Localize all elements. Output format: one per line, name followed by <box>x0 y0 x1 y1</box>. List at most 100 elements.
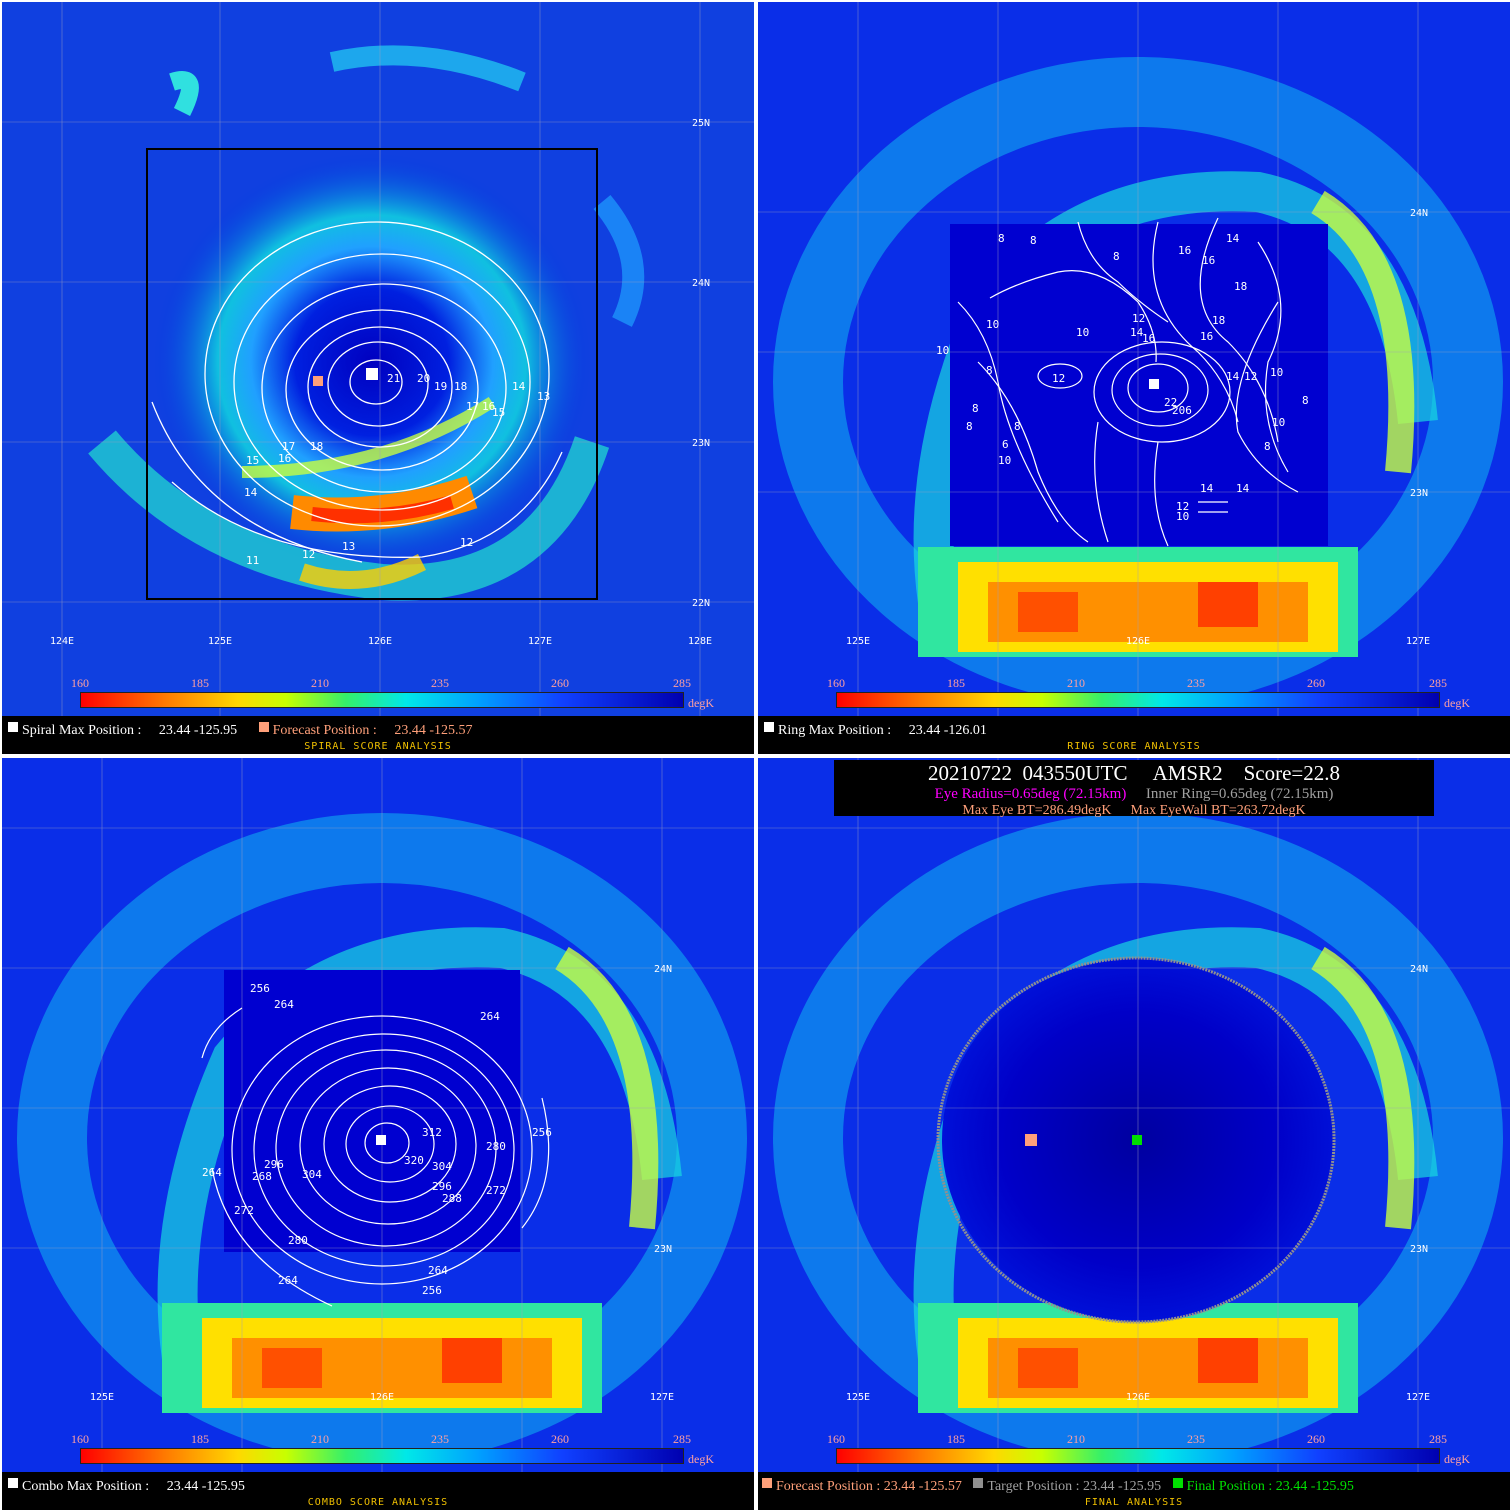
contour-label: 13 <box>537 390 550 403</box>
contour-label: 8 <box>1030 234 1037 247</box>
panel-subtitle: COMBO SCORE ANALYSIS <box>307 1497 449 1508</box>
contour-label: 18 <box>310 440 323 453</box>
lat-label: 23N <box>654 1244 672 1255</box>
lat-label: 24N <box>1410 964 1428 975</box>
contour-label: 264 <box>274 998 294 1011</box>
lon-label: 127E <box>650 1392 674 1403</box>
lon-label: 124E <box>50 636 74 647</box>
contour-label: 10 <box>998 454 1011 467</box>
contour-label: 10 <box>986 318 999 331</box>
contour-label: 304 <box>432 1160 452 1173</box>
colorbar-tick: 235 <box>1187 676 1205 690</box>
colorbar-tick: 235 <box>431 676 449 690</box>
contour-label: 18 <box>1212 314 1225 327</box>
combo-max-legend-icon <box>8 1478 18 1488</box>
contour-label: 6 <box>1002 438 1009 451</box>
contour-label: 206 <box>1172 404 1192 417</box>
ring-max-legend-icon <box>764 722 774 732</box>
colorbar-unit: degK <box>1444 1452 1470 1466</box>
forecast-position-label: Forecast Position : 23.44 -125.57 <box>776 1479 962 1494</box>
colorbar-ticks: 160 185 210 235 260 285 <box>2 676 754 690</box>
contour-label: 264 <box>480 1010 500 1023</box>
colorbar-tick: 160 <box>827 676 845 690</box>
lon-label: 127E <box>1406 636 1430 647</box>
colorbar-tick: 210 <box>1067 1432 1085 1446</box>
contour-label: 8 <box>966 420 973 433</box>
panel-subtitle: SPIRAL SCORE ANALYSIS <box>304 741 452 752</box>
contour-label: 20 <box>417 372 430 385</box>
contour-label: 16 <box>1142 332 1155 345</box>
colorbar <box>80 692 684 708</box>
colorbar-ticks: 160 185 210 235 260 285 <box>2 1432 754 1446</box>
contour-label: 12 <box>1052 372 1065 385</box>
colorbar <box>80 1448 684 1464</box>
ring-score-map: 8 8 8 16 14 16 10 18 10 12 18 10 16 14 1… <box>758 2 1510 716</box>
lat-label: 23N <box>1410 488 1428 499</box>
colorbar-tick: 160 <box>71 676 89 690</box>
colorbar-tick: 260 <box>1307 1432 1325 1446</box>
forecast-label: Forecast Position : <box>272 723 377 738</box>
contour-label: 14 <box>1226 370 1240 383</box>
contour-label: 8 <box>1113 250 1120 263</box>
contour-label: 14 <box>512 380 526 393</box>
combo-contours <box>201 1007 550 1307</box>
contour-label: 12 <box>1244 370 1257 383</box>
lon-label: 125E <box>90 1392 114 1403</box>
contour-label: 296 <box>264 1158 284 1171</box>
contour-label: 14 <box>1200 482 1214 495</box>
contour-label: 264 <box>202 1166 222 1179</box>
forecast-legend-icon <box>258 722 269 732</box>
colorbar-tick: 285 <box>1429 676 1447 690</box>
colorbar-tick: 285 <box>673 676 691 690</box>
colorbar-tick: 260 <box>551 1432 569 1446</box>
colorbar-ticks: 160 185 210 235 260 285 <box>758 676 1510 690</box>
final-footer: Forecast Position : 23.44 -125.57 Target… <box>758 1472 1510 1510</box>
inner-ring-circle <box>936 956 1336 1324</box>
panel-subtitle: FINAL ANALYSIS <box>1084 1497 1184 1508</box>
contour-label: 10 <box>1270 366 1283 379</box>
contour-label: 10 <box>1272 416 1285 429</box>
final-position-marker <box>1132 1135 1142 1145</box>
contour-label: 288 <box>442 1192 462 1205</box>
contour-label: 296 <box>432 1180 452 1193</box>
lon-label: 125E <box>846 1392 870 1403</box>
contour-label: 14 <box>1236 482 1250 495</box>
contour-label: 264 <box>278 1274 298 1287</box>
target-position-label: Target Position : 23.44 -125.95 <box>987 1479 1162 1494</box>
contour-label: 12 <box>1132 312 1145 325</box>
colorbar-tick: 160 <box>71 1432 89 1446</box>
contour-label: 18 <box>1234 280 1247 293</box>
final-legend-icon <box>1172 1478 1183 1488</box>
ring-score-panel: 8 8 8 16 14 16 10 18 10 12 18 10 16 14 1… <box>758 2 1510 754</box>
ring-max-value: 23.44 -126.01 <box>908 723 987 738</box>
contour-label: 13 <box>342 540 355 553</box>
colorbar-tick: 285 <box>673 1432 691 1446</box>
combo-score-map: 256 264 264 312 256 280 264 296 320 304 … <box>2 758 754 1472</box>
colorbar-tick: 260 <box>1307 676 1325 690</box>
contour-label: 8 <box>1264 440 1271 453</box>
colorbar-tick: 185 <box>947 676 965 690</box>
colorbar <box>836 692 1440 708</box>
contour-label: 14 <box>244 486 258 499</box>
lat-label: 24N <box>1410 208 1428 219</box>
max-eye-bt-text: Max Eye BT=286.49degK <box>962 803 1112 818</box>
contour-label: 8 <box>1302 394 1309 407</box>
spiral-max-value: 23.44 -125.95 <box>158 723 238 738</box>
contour-label: 19 <box>434 380 447 393</box>
lat-lon-grid <box>2 2 754 716</box>
ring-footer: Ring Max Position : 23.44 -126.01 RING S… <box>758 716 1510 754</box>
final-info-header: 20210722 043550UTC AMSR2 Score=22.8 Eye … <box>834 760 1434 818</box>
ring-max-label: Ring Max Position : <box>778 723 892 738</box>
colorbar-tick: 260 <box>551 676 569 690</box>
lat-lon-grid <box>2 758 754 1472</box>
colorbar-tick: 185 <box>191 1432 209 1446</box>
eye-radius-text: Eye Radius=0.65deg (72.15km) <box>934 786 1127 802</box>
final-position-label: Final Position : 23.44 -125.95 <box>1186 1479 1354 1494</box>
colorbar-tick: 285 <box>1429 1432 1447 1446</box>
lat-label: 23N <box>1410 1244 1428 1255</box>
contour-label: 16 <box>1178 244 1191 257</box>
contour-label: 312 <box>422 1126 442 1139</box>
contour-label: 272 <box>486 1184 506 1197</box>
contour-label: 17 <box>466 400 479 413</box>
contour-label: 15 <box>492 406 505 419</box>
